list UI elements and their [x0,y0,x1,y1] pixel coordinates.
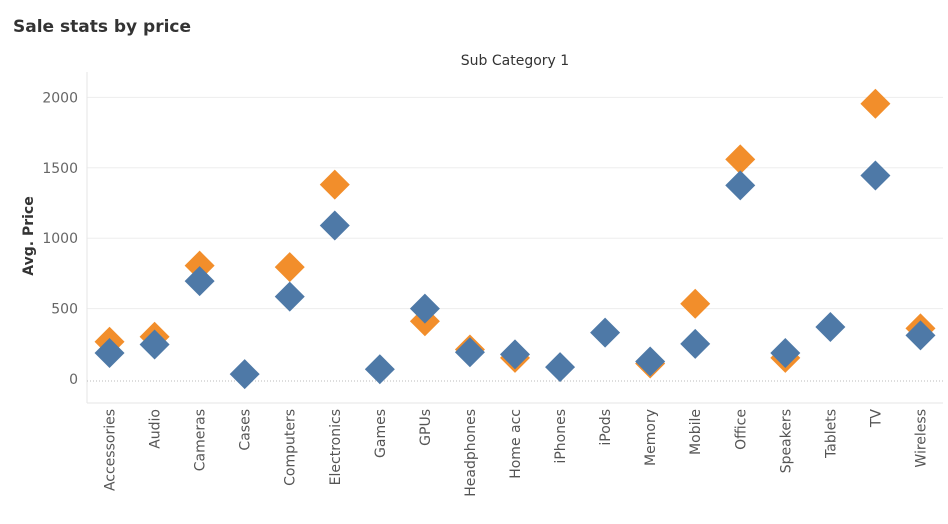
data-point-series-2[interactable] [815,311,846,342]
x-category-label: iPods [598,409,614,446]
data-point-series-1[interactable] [680,288,711,319]
x-category-label: iPhones [553,409,569,464]
x-category-labels: Accessories Audio Cameras Cases Computers Ele… [103,409,930,497]
data-point-series-2[interactable] [860,160,891,191]
gridlines [87,96,943,310]
y-tick-label: 500 [51,302,78,318]
y-tick-label: 1000 [42,231,78,247]
y-axis-label: Avg. Price [21,196,37,275]
x-category-label: Tablets [823,409,839,459]
data-point-series-2[interactable] [500,339,530,370]
data-point-series-2[interactable] [590,317,621,348]
x-category-label: Wireless [913,409,929,468]
subcategory-header: Sub Category 1 [461,53,569,69]
data-point-series-2[interactable] [770,337,801,368]
data-point-series-2[interactable] [905,320,936,351]
x-category-label: Games [373,409,389,458]
data-point-series-2[interactable] [725,170,756,201]
y-tick-label: 1500 [42,161,78,177]
data-point-series-2[interactable] [139,329,170,360]
data-point-series-1[interactable] [860,88,891,119]
data-point-series-2[interactable] [635,346,666,377]
x-category-label: TV [868,409,884,429]
data-point-series-1[interactable] [274,252,305,283]
data-point-series-2[interactable] [364,354,395,385]
x-category-label: Cases [238,409,254,451]
y-tick-label: 0 [69,372,78,388]
x-category-label: Computers [283,409,299,486]
data-point-series-2[interactable] [229,359,260,390]
x-category-label: Cameras [193,409,209,471]
x-category-label: Audio [148,409,164,449]
data-point-series-1[interactable] [184,250,215,281]
x-category-label: Electronics [328,409,344,485]
data-point-series-1[interactable] [319,169,350,200]
y-tick-labels: 0 500 1000 1500 2000 [42,90,78,388]
x-category-label: Speakers [778,409,794,473]
data-point-series-1[interactable] [725,144,756,175]
x-category-label: Office [733,409,749,450]
data-point-series-2[interactable] [680,328,711,359]
x-category-label: Home acc [508,409,524,479]
data-point-series-2[interactable] [454,337,485,368]
x-category-label: Headphones [463,409,479,497]
x-category-label: Mobile [688,409,704,455]
data-point-series-2[interactable] [319,210,350,241]
data-point-series-2[interactable] [409,293,440,324]
y-tick-label: 2000 [42,90,78,106]
x-category-label: Memory [643,409,659,466]
data-point-series-2[interactable] [274,281,305,312]
x-category-label: Accessories [103,409,119,491]
data-point-series-2[interactable] [184,266,215,297]
data-point-series-2[interactable] [545,352,576,383]
data-marks [94,88,936,390]
x-category-label: GPUs [418,409,434,446]
data-point-series-2[interactable] [94,337,125,368]
chart-title: Sale stats by price [13,17,192,37]
